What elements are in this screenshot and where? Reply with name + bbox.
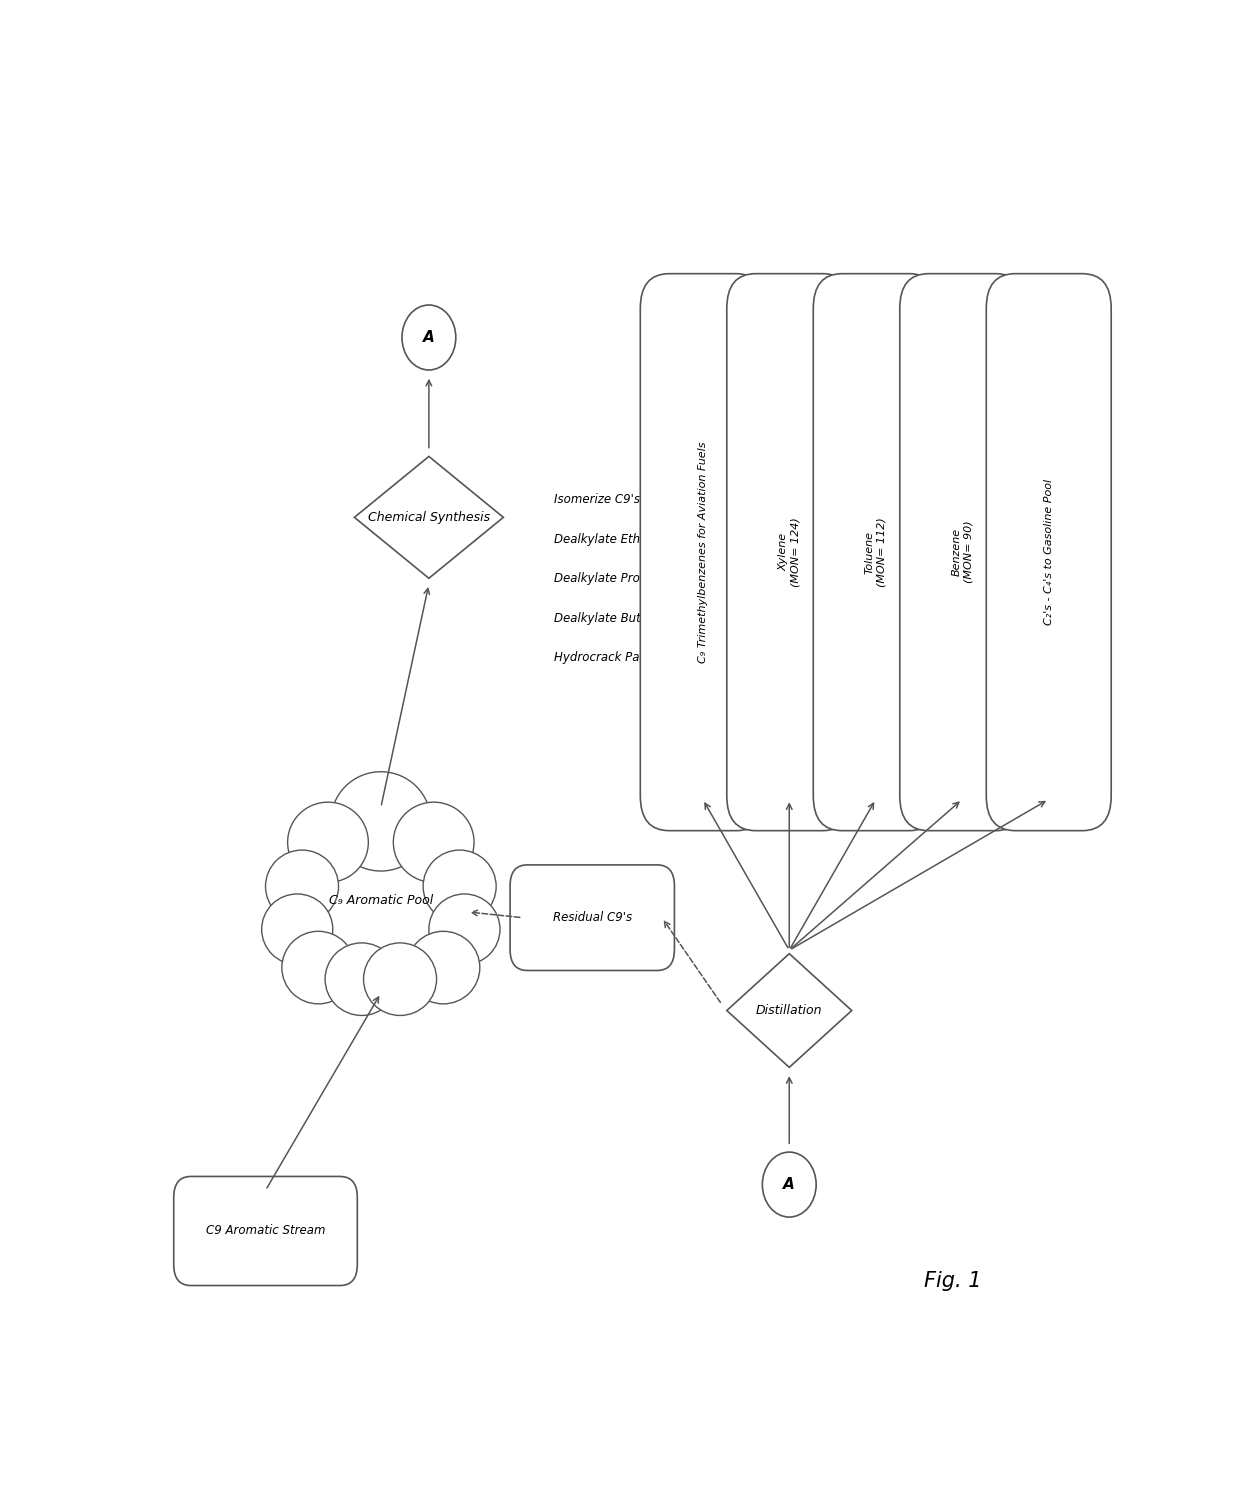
Ellipse shape (393, 802, 474, 883)
Ellipse shape (281, 931, 355, 1004)
Text: Fig. 1: Fig. 1 (924, 1270, 981, 1291)
Text: Residual C9's: Residual C9's (553, 912, 632, 924)
Text: A: A (784, 1177, 795, 1192)
Text: Benzene
(MON= 90): Benzene (MON= 90) (951, 521, 973, 583)
FancyBboxPatch shape (727, 274, 852, 830)
Ellipse shape (325, 943, 398, 1016)
Text: Dealkylate Propyl-Groups: Dealkylate Propyl-Groups (554, 573, 704, 585)
Text: Isomerize C9's: Isomerize C9's (554, 493, 640, 506)
Text: Xylene
(MON= 124): Xylene (MON= 124) (779, 517, 800, 588)
Ellipse shape (262, 894, 332, 964)
Text: A: A (423, 330, 435, 345)
FancyBboxPatch shape (986, 274, 1111, 830)
Ellipse shape (429, 894, 500, 964)
Text: C₉ Aromatic Pool: C₉ Aromatic Pool (329, 894, 433, 907)
Ellipse shape (407, 931, 480, 1004)
Ellipse shape (288, 802, 368, 883)
Text: C₂'s - C₄'s to Gasoline Pool: C₂'s - C₄'s to Gasoline Pool (1044, 479, 1054, 625)
Ellipse shape (423, 850, 496, 922)
Ellipse shape (363, 943, 436, 1016)
Text: Chemical Synthesis: Chemical Synthesis (368, 511, 490, 524)
FancyBboxPatch shape (640, 274, 765, 830)
Text: Toluene
(MON= 112): Toluene (MON= 112) (866, 517, 887, 588)
Text: C₉ Trimethylbenzenes for Aviation Fuels: C₉ Trimethylbenzenes for Aviation Fuels (698, 442, 708, 663)
Text: Dealkylate Butyl-Groups: Dealkylate Butyl-Groups (554, 612, 697, 625)
Ellipse shape (265, 850, 339, 922)
FancyBboxPatch shape (813, 274, 939, 830)
FancyBboxPatch shape (174, 1177, 357, 1285)
FancyBboxPatch shape (510, 865, 675, 971)
Text: Distillation: Distillation (756, 1004, 822, 1017)
Text: Hydrocrack Paraffin (to gas): Hydrocrack Paraffin (to gas) (554, 651, 720, 665)
Text: C9 Aromatic Stream: C9 Aromatic Stream (206, 1225, 325, 1237)
FancyBboxPatch shape (900, 274, 1024, 830)
Ellipse shape (331, 772, 430, 871)
Text: Dealkylate Ethyl-Groups: Dealkylate Ethyl-Groups (554, 533, 697, 546)
